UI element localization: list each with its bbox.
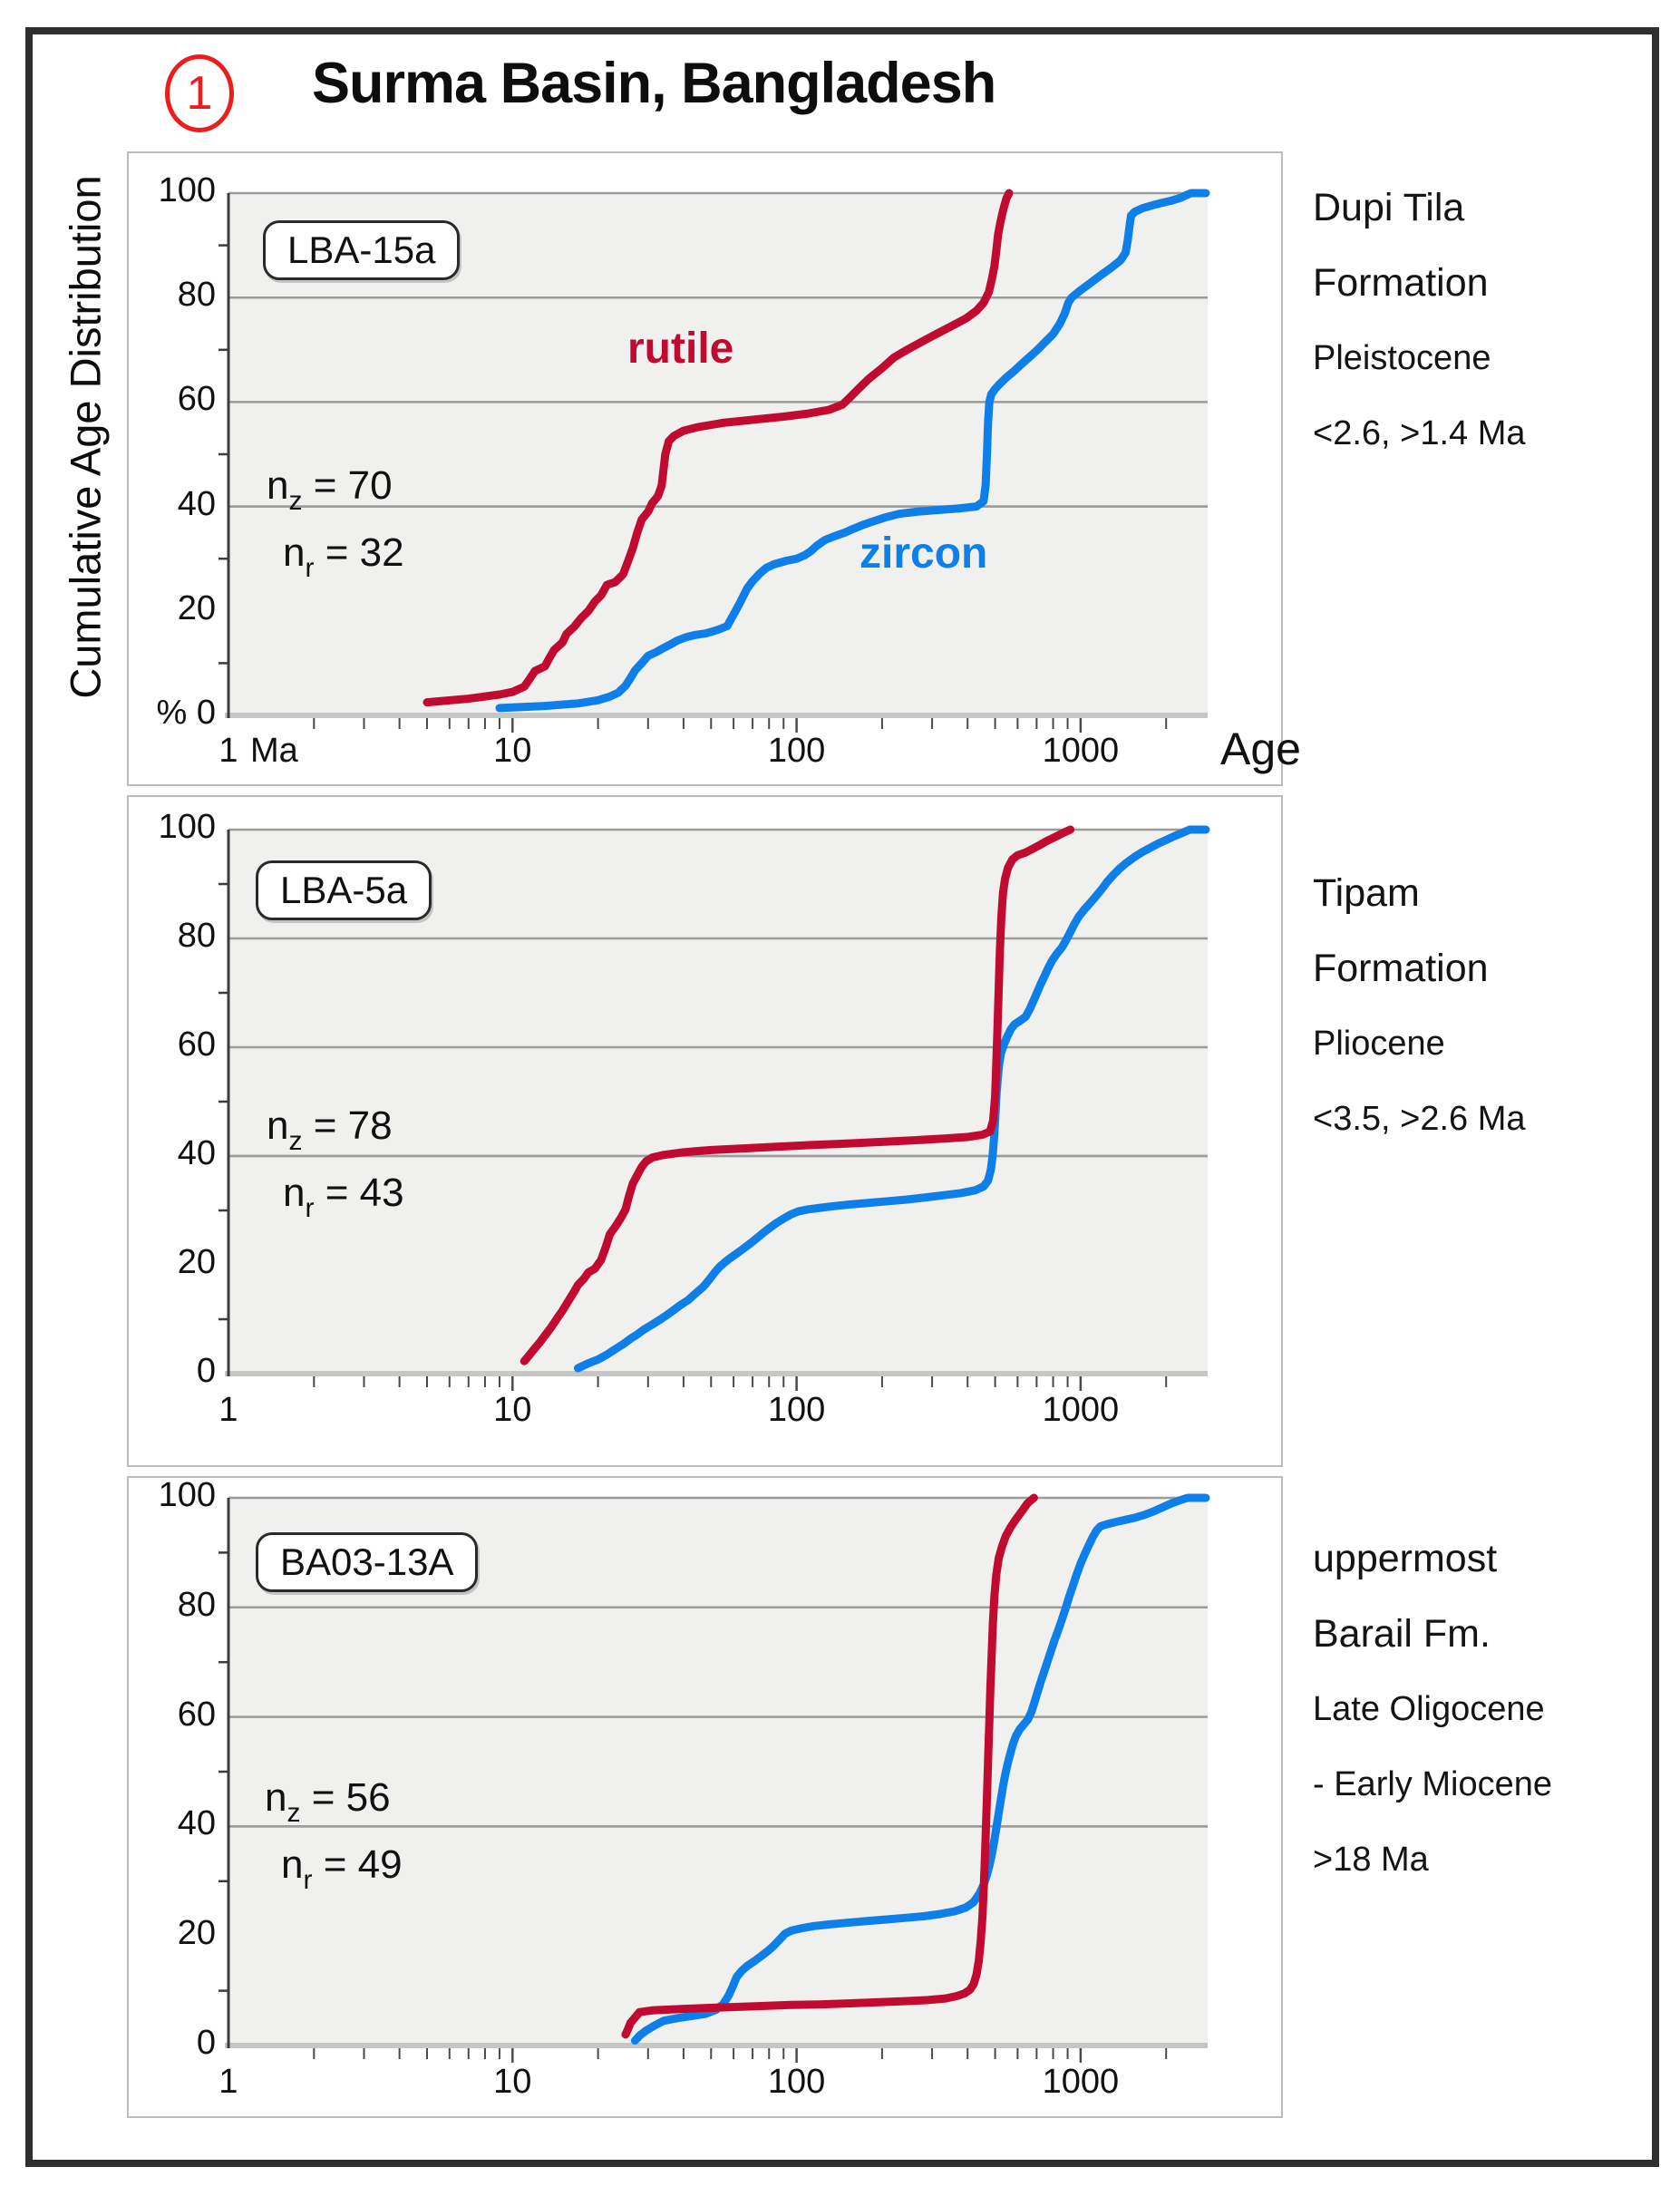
y-tick-label: 60 <box>177 1695 216 1734</box>
y-tick-label: 40 <box>177 1804 216 1843</box>
formation-name: Tipam <box>1313 871 1420 915</box>
epoch-label: - Early Miocene <box>1313 1765 1552 1803</box>
epoch-label: Pleistocene <box>1313 339 1491 377</box>
formation-name: Formation <box>1313 947 1489 990</box>
y-tick-label: 80 <box>177 276 216 315</box>
age-constraint: <2.6, >1.4 Ma <box>1313 414 1526 452</box>
rutile-count: nr = 32 <box>283 530 404 583</box>
sample-label: LBA-15a <box>263 220 461 280</box>
y-tick-label: 20 <box>177 1243 216 1281</box>
rutile-curve <box>422 189 1014 707</box>
rutile-count: nr = 49 <box>281 1842 403 1895</box>
x-tick-label: 10 <box>493 1391 532 1429</box>
annotation-dupi-tila: Dupi Tila Formation Pleistocene <2.6, >1… <box>1313 170 1668 471</box>
chart-barail: BA03-13A nz = 56 nr = 49 100 80 60 40 20 0 1 10… <box>127 1476 1283 2118</box>
y-axis-title: Cumulative Age Distribution <box>61 175 110 699</box>
zircon-count: nz = 78 <box>267 1103 393 1156</box>
chart-dupi-tila: LBA-15a rutile zircon nz = 70 nr = 32 10… <box>127 151 1301 786</box>
y-tick-label: 60 <box>177 1025 216 1064</box>
x-tick-label: 1 <box>218 732 238 770</box>
plot-area-dupi-tila <box>218 189 1210 733</box>
x-tick-label: 10 <box>493 2063 532 2101</box>
x-tick-label: 100 <box>767 2063 826 2101</box>
y-tick-label: 60 <box>177 380 216 419</box>
zircon-curve <box>630 1493 1210 2045</box>
rutile-curve-label: rutile <box>627 325 734 373</box>
grain-counts: nz = 78 nr = 43 <box>267 1093 404 1227</box>
rutile-curve <box>520 825 1075 1365</box>
x-tick-label: 100 <box>767 1391 826 1429</box>
formation-name: Dupi Tila <box>1313 186 1465 229</box>
rutile-curve <box>621 1493 1038 2039</box>
formation-name: Formation <box>1313 261 1489 305</box>
plot-background <box>228 830 1208 1374</box>
figure-number: 1 <box>186 67 213 120</box>
y-tick-label: % 0 <box>156 694 216 732</box>
zircon-curve <box>495 189 1210 713</box>
sample-label: LBA-5a <box>256 860 432 920</box>
zircon-curve-label: zircon <box>859 530 988 578</box>
x-tick-label: 1000 <box>1042 1391 1120 1429</box>
zircon-count: nz = 56 <box>265 1775 391 1828</box>
y-tick-label: 100 <box>158 1476 216 1514</box>
x-tick-label: 100 <box>767 732 826 770</box>
y-tick-label: 40 <box>177 484 216 523</box>
rutile-count: nr = 43 <box>283 1171 404 1223</box>
x-axis-title: Age <box>1220 724 1301 774</box>
y-tick-label: 100 <box>158 808 216 846</box>
figure-title: Surma Basin, Bangladesh <box>312 52 996 115</box>
grain-counts: nz = 56 nr = 49 <box>265 1764 403 1899</box>
x-tick-label: 1 <box>218 2063 238 2101</box>
zircon-count: nz = 70 <box>267 463 393 516</box>
age-constraint: >18 Ma <box>1313 1841 1429 1879</box>
y-tick-label: 20 <box>177 1914 216 1953</box>
formation-name: Barail Fm. <box>1313 1612 1491 1656</box>
plot-area-tipam <box>218 825 1210 1391</box>
x-unit-label: Ma <box>250 732 298 770</box>
sample-label: BA03-13A <box>256 1532 479 1592</box>
sample-label-text: BA03-13A <box>280 1540 454 1583</box>
y-tick-label: 100 <box>158 171 216 209</box>
x-tick-label: 10 <box>493 732 532 770</box>
annotation-barail: uppermost Barail Fm. Late Oligocene - Ea… <box>1313 1521 1668 1898</box>
age-constraint: <3.5, >2.6 Ma <box>1313 1100 1526 1138</box>
y-tick-label: 0 <box>196 1352 216 1390</box>
y-tick-label: 80 <box>177 1585 216 1624</box>
y-tick-label: 80 <box>177 917 216 955</box>
sample-label-text: LBA-15a <box>287 228 436 271</box>
chart-tipam: LBA-5a nz = 78 nr = 43 100 80 60 40 20 0 1 10 10… <box>127 795 1283 1467</box>
annotation-tipam: Tipam Formation Pliocene <3.5, >2.6 Ma <box>1313 856 1668 1157</box>
y-tick-label: 20 <box>177 588 216 627</box>
epoch-label: Pliocene <box>1313 1025 1445 1063</box>
x-tick-label: 1 <box>218 1391 238 1429</box>
sample-label-text: LBA-5a <box>280 869 408 911</box>
x-tick-label: 1000 <box>1042 2063 1120 2101</box>
y-tick-label: 40 <box>177 1134 216 1172</box>
grain-counts: nz = 70 nr = 32 <box>267 452 404 587</box>
y-tick-label: 0 <box>196 2024 216 2062</box>
epoch-label: Late Oligocene <box>1313 1690 1545 1728</box>
x-tick-label: 1000 <box>1042 732 1120 770</box>
formation-name: uppermost <box>1313 1537 1498 1580</box>
figure-number-badge: 1 <box>165 54 234 132</box>
zircon-curve <box>574 825 1210 1373</box>
